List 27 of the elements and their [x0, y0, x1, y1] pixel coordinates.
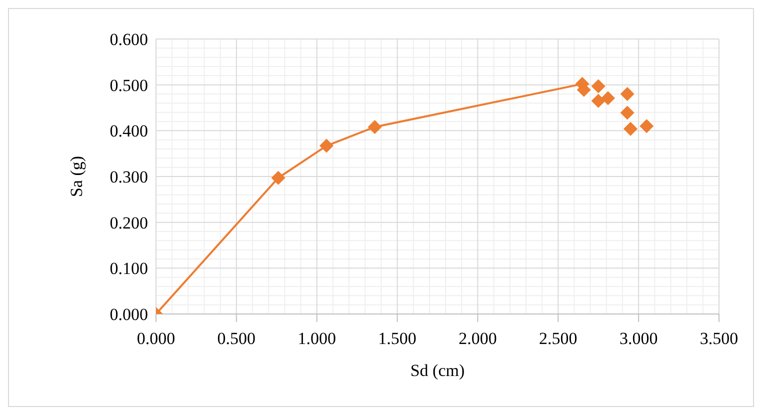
point	[620, 106, 634, 120]
x-tick-label: 2.000	[458, 329, 497, 348]
y-axis-title: Sa (g)	[67, 156, 86, 198]
point	[591, 94, 606, 108]
y-tick-label: 0.000	[110, 305, 148, 324]
x-tick-label: 0.500	[217, 329, 256, 348]
x-axis-title: Sd (cm)	[410, 361, 465, 380]
x-tick-label: 0.000	[136, 329, 176, 348]
y-tick-label: 0.600	[110, 30, 148, 50]
y-tick-label: 0.400	[110, 122, 148, 141]
y-tick-label: 0.300	[110, 168, 148, 187]
point	[368, 120, 382, 134]
point	[624, 122, 638, 136]
point	[640, 119, 654, 134]
point	[601, 91, 616, 106]
point	[591, 79, 606, 94]
point	[271, 170, 286, 185]
x-tick-label: 1.500	[378, 329, 416, 348]
y-tick-label: 0.500	[110, 76, 148, 95]
x-tick-label: 3.500	[700, 329, 738, 348]
x-tick-label: 2.500	[539, 329, 578, 348]
y-tick-label: 0.100	[110, 259, 148, 278]
point	[320, 138, 334, 153]
y-tick-label: 0.200	[110, 213, 148, 232]
x-tick-label: 1.000	[298, 329, 336, 348]
point	[620, 87, 634, 101]
x-tick-label: 3.000	[619, 329, 658, 348]
